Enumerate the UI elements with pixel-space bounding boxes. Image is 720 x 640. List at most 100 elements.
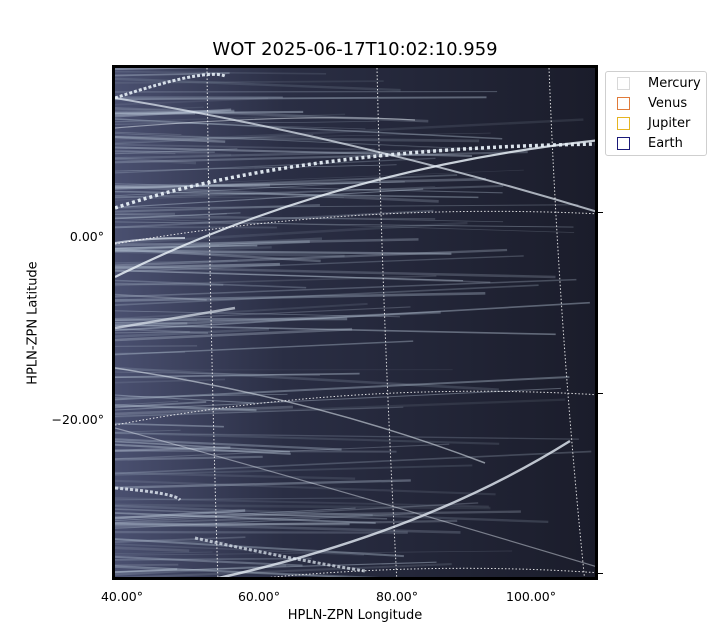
star-streak <box>115 311 441 328</box>
star-streak <box>115 507 356 522</box>
star-streak <box>115 174 458 191</box>
star-streak <box>115 366 499 391</box>
star-streak <box>115 80 384 84</box>
star-streak <box>115 497 489 508</box>
legend-label: Jupiter <box>648 115 691 131</box>
star-streak <box>115 246 272 253</box>
star-streak <box>115 149 232 156</box>
star-streak <box>115 249 452 255</box>
star-streak <box>115 132 491 141</box>
star-streak <box>115 400 207 409</box>
star-streak <box>115 240 310 251</box>
star-streak <box>115 212 241 219</box>
x-axis-label: HPLN-ZPN Longitude <box>287 608 423 623</box>
legend-swatch <box>617 116 630 130</box>
star-streak <box>115 152 176 155</box>
star-streak <box>115 509 246 520</box>
plot-title: WOT 2025-06-17T10:02:10.959 <box>212 39 498 60</box>
legend: Mercury Venus Jupiter Earth <box>605 71 707 156</box>
star-streak <box>115 510 521 519</box>
star-streak <box>115 502 479 524</box>
x-tick-label: 80.00° <box>375 589 419 604</box>
star-streak <box>115 216 436 220</box>
star-streak <box>115 244 258 250</box>
star-streak <box>115 471 356 480</box>
star-streak <box>115 255 524 273</box>
bright-star-trail <box>115 97 595 213</box>
star-streak <box>115 563 179 567</box>
star-streak <box>115 112 196 116</box>
star-streak <box>115 327 209 334</box>
star-streak <box>115 578 367 580</box>
x-tick-label: 100.00° <box>506 589 556 604</box>
star-streak <box>115 238 419 247</box>
star-streak <box>115 546 190 553</box>
star-streak <box>115 372 360 379</box>
y-axis-label: HPLN-ZPN Latitude <box>25 261 41 385</box>
legend-item-mercury: Mercury <box>617 75 701 91</box>
bright-star-trail <box>115 142 595 210</box>
star-streak <box>115 387 562 411</box>
star-streak <box>115 513 414 529</box>
star-streak <box>115 406 404 417</box>
star-streak <box>115 551 213 555</box>
x-tick-label: 60.00° <box>237 589 281 604</box>
star-streak <box>115 327 269 338</box>
legend-item-jupiter: Jupiter <box>617 115 690 131</box>
bright-trails <box>115 72 595 577</box>
star-streak <box>115 438 342 451</box>
star-streak <box>115 293 207 301</box>
legend-item-earth: Earth <box>617 135 683 151</box>
star-streak <box>115 508 388 520</box>
star-streak <box>115 131 509 152</box>
star-streak <box>115 209 434 229</box>
star-streak <box>115 431 500 445</box>
star-streak <box>115 429 181 433</box>
star-streak <box>115 133 314 145</box>
star-streak <box>115 422 224 428</box>
bright-star-trail <box>115 367 486 464</box>
bright-star-trail <box>115 486 182 502</box>
star-streak <box>115 183 503 194</box>
star-streak <box>115 143 376 151</box>
right-tick <box>597 573 603 574</box>
star-streak <box>115 284 539 306</box>
legend-label: Mercury <box>648 75 701 91</box>
star-streak <box>115 237 323 251</box>
star-streak <box>115 188 424 209</box>
star-streak <box>115 118 584 145</box>
bright-star-trail <box>115 306 236 330</box>
star-streak <box>115 518 320 527</box>
star-streak <box>115 519 458 528</box>
legend-swatch <box>617 136 630 150</box>
star-streak <box>115 279 307 289</box>
star-streak <box>115 68 212 71</box>
star-streak <box>115 555 303 567</box>
star-streak <box>115 118 503 140</box>
star-streak <box>115 185 439 203</box>
star-streak <box>115 440 290 453</box>
star-streak <box>115 400 179 406</box>
star-streak <box>115 270 464 282</box>
star-streak <box>115 282 224 286</box>
plot-area <box>112 65 598 580</box>
star-streaks <box>115 68 592 580</box>
star-streak <box>115 351 186 355</box>
star-streak <box>115 291 486 302</box>
star-streak <box>115 133 482 150</box>
star-streak <box>115 455 263 461</box>
star-streak <box>115 221 574 228</box>
star-streak <box>115 109 235 115</box>
star-streak <box>115 302 368 320</box>
star-streak <box>115 248 321 263</box>
star-streak <box>115 214 504 223</box>
legend-swatch <box>617 96 630 110</box>
star-streak <box>115 538 404 558</box>
star-streak <box>115 543 365 556</box>
star-streak <box>115 248 508 267</box>
star-streak <box>115 327 353 342</box>
legend-label: Earth <box>648 135 683 151</box>
star-streak <box>115 120 366 130</box>
star-streak <box>115 148 459 160</box>
right-tick <box>597 393 603 394</box>
